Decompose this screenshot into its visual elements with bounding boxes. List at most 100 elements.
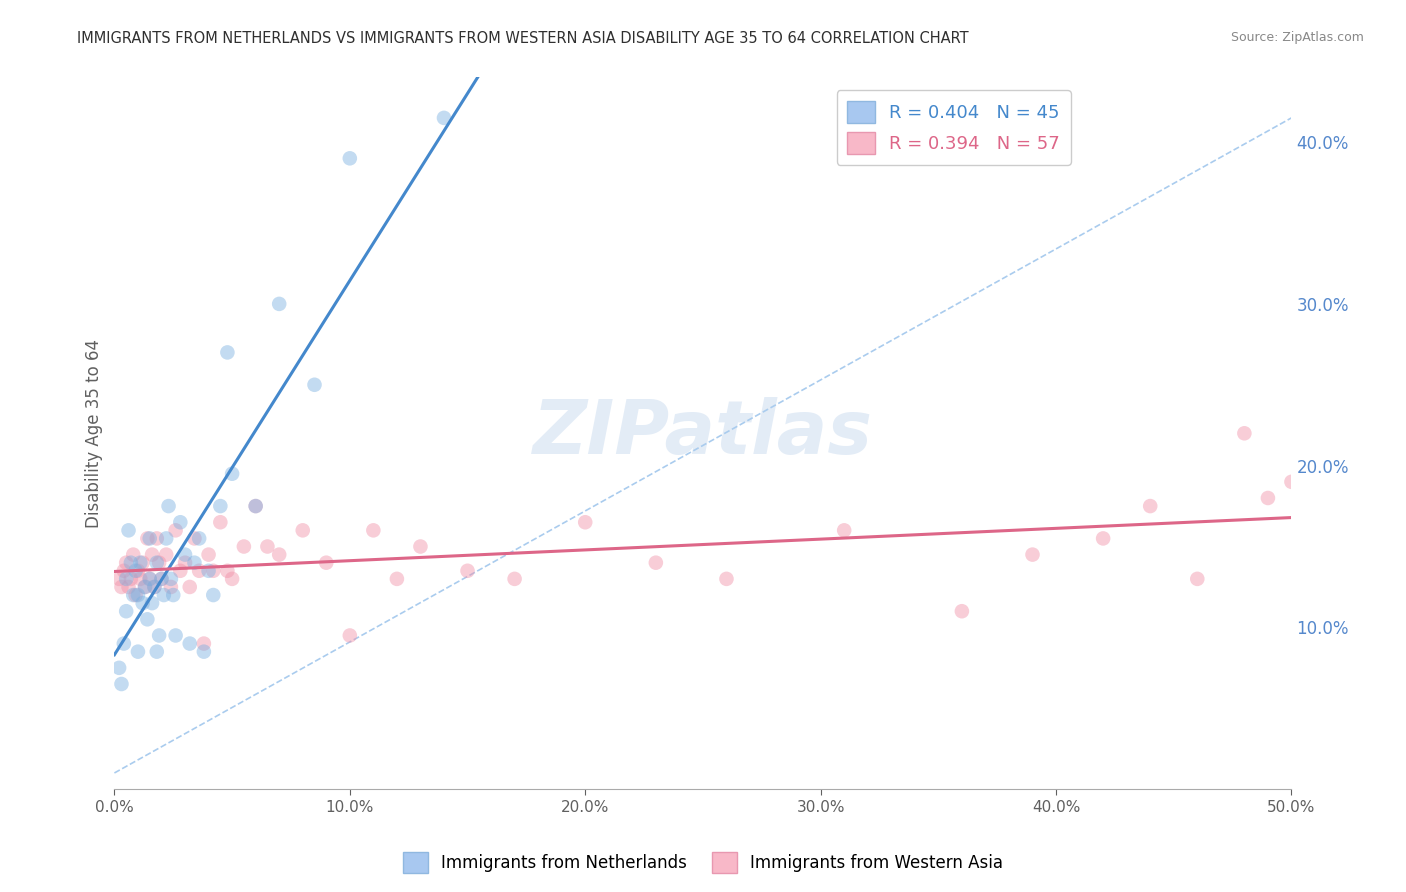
Legend: Immigrants from Netherlands, Immigrants from Western Asia: Immigrants from Netherlands, Immigrants … — [396, 846, 1010, 880]
Point — [122, 588, 145, 602]
Point — [221, 467, 243, 481]
Point — [129, 572, 152, 586]
Y-axis label: Disability Age 35 to 64: Disability Age 35 to 64 — [86, 339, 103, 528]
Point — [124, 588, 146, 602]
Point — [363, 524, 385, 538]
Point — [117, 524, 139, 538]
Point — [134, 580, 156, 594]
Point — [141, 548, 163, 562]
Point — [193, 636, 215, 650]
Point — [304, 377, 326, 392]
Point — [112, 564, 135, 578]
Point — [433, 111, 456, 125]
Point — [157, 499, 180, 513]
Point — [197, 564, 219, 578]
Text: IMMIGRANTS FROM NETHERLANDS VS IMMIGRANTS FROM WESTERN ASIA DISABILITY AGE 35 TO: IMMIGRANTS FROM NETHERLANDS VS IMMIGRANT… — [77, 31, 969, 46]
Point — [409, 540, 432, 554]
Point — [146, 645, 169, 659]
Point — [127, 564, 149, 578]
Point — [179, 580, 201, 594]
Point — [160, 572, 183, 586]
Point — [232, 540, 254, 554]
Point — [217, 345, 239, 359]
Point — [209, 515, 232, 529]
Point — [169, 515, 191, 529]
Point — [160, 580, 183, 594]
Point — [1281, 475, 1303, 489]
Point — [183, 532, 205, 546]
Point — [188, 532, 211, 546]
Point — [1021, 548, 1043, 562]
Point — [291, 524, 314, 538]
Point — [108, 572, 131, 586]
Point — [179, 636, 201, 650]
Point — [146, 556, 169, 570]
Point — [193, 645, 215, 659]
Point — [108, 661, 131, 675]
Point — [120, 556, 142, 570]
Point — [122, 548, 145, 562]
Point — [385, 572, 408, 586]
Point — [143, 580, 166, 594]
Point — [503, 572, 526, 586]
Point — [339, 628, 361, 642]
Point — [150, 572, 173, 586]
Point — [339, 151, 361, 165]
Point — [457, 564, 479, 578]
Point — [138, 572, 160, 586]
Point — [138, 572, 160, 586]
Point — [146, 532, 169, 546]
Point — [115, 556, 138, 570]
Point — [115, 604, 138, 618]
Point — [120, 572, 142, 586]
Point — [209, 499, 232, 513]
Point — [117, 580, 139, 594]
Point — [188, 564, 211, 578]
Point — [148, 556, 170, 570]
Point — [574, 515, 596, 529]
Point — [115, 572, 138, 586]
Point — [716, 572, 738, 586]
Point — [148, 628, 170, 642]
Point — [138, 532, 160, 546]
Point — [165, 628, 187, 642]
Point — [183, 556, 205, 570]
Text: ZIPatlas: ZIPatlas — [533, 397, 873, 470]
Point — [131, 556, 153, 570]
Point — [112, 636, 135, 650]
Point — [129, 556, 152, 570]
Point — [315, 556, 337, 570]
Text: Source: ZipAtlas.com: Source: ZipAtlas.com — [1230, 31, 1364, 45]
Point — [1257, 491, 1279, 505]
Point — [832, 524, 855, 538]
Point — [143, 580, 166, 594]
Point — [1233, 426, 1256, 441]
Point — [202, 564, 225, 578]
Point — [134, 580, 156, 594]
Point — [245, 499, 267, 513]
Point — [127, 588, 149, 602]
Point — [153, 588, 176, 602]
Point — [256, 540, 278, 554]
Point — [202, 588, 225, 602]
Point — [131, 596, 153, 610]
Point — [162, 588, 184, 602]
Point — [174, 556, 197, 570]
Point — [1187, 572, 1209, 586]
Point — [644, 556, 666, 570]
Point — [217, 564, 239, 578]
Point — [245, 499, 267, 513]
Point — [197, 548, 219, 562]
Point — [174, 548, 197, 562]
Point — [136, 532, 159, 546]
Point — [141, 596, 163, 610]
Point — [136, 612, 159, 626]
Point — [950, 604, 973, 618]
Point — [1139, 499, 1161, 513]
Point — [1092, 532, 1115, 546]
Point — [165, 524, 187, 538]
Point — [127, 645, 149, 659]
Point — [150, 572, 173, 586]
Point — [155, 548, 177, 562]
Point — [269, 548, 291, 562]
